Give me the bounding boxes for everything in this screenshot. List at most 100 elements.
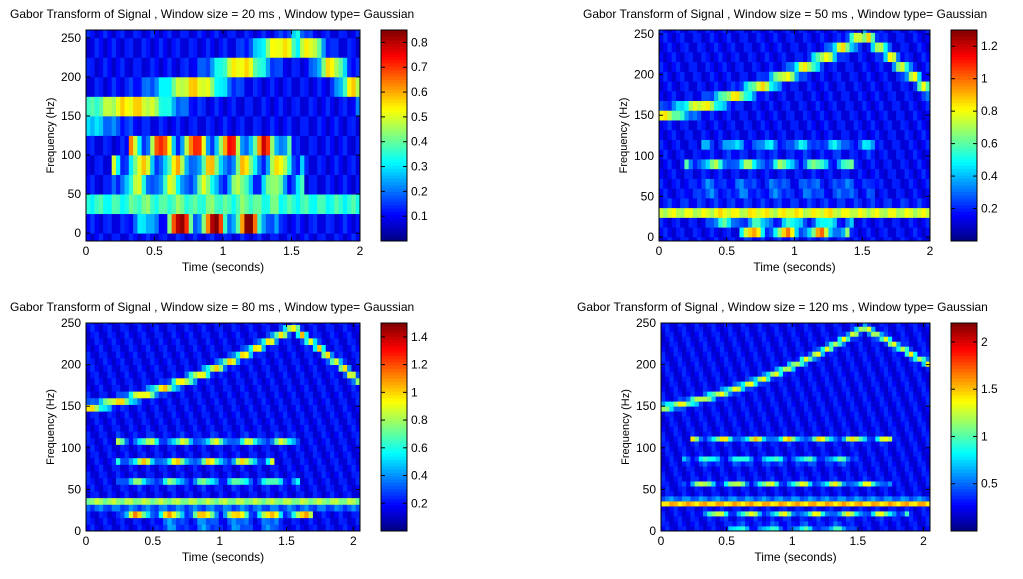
heatmap-cell — [309, 96, 314, 116]
heatmap-cell — [202, 418, 207, 425]
heatmap-cell — [86, 425, 91, 432]
heatmap-cell — [862, 130, 867, 140]
heatmap-cell — [778, 217, 783, 227]
heatmap-cell — [266, 378, 271, 385]
heatmap-cell — [266, 431, 271, 438]
heatmap-cell — [313, 331, 318, 338]
heatmap-cell — [701, 179, 706, 189]
heatmap-cell — [279, 405, 284, 412]
heatmap-cell — [266, 405, 271, 412]
heatmap-cell — [347, 96, 352, 116]
heatmap-cell — [761, 110, 766, 120]
heatmap-cell — [240, 331, 245, 338]
heatmap-cell — [125, 331, 130, 338]
heatmap-cell — [150, 484, 155, 491]
heatmap-cell — [778, 32, 783, 42]
heatmap-cell — [227, 136, 232, 156]
heatmap-cell — [786, 81, 791, 91]
heatmap-cell — [270, 77, 275, 97]
heatmap-cell — [888, 227, 893, 237]
colorbar-segment — [381, 525, 407, 529]
heatmap-cell — [146, 498, 151, 505]
heatmap-cell — [339, 365, 344, 372]
heatmap-cell — [875, 198, 880, 208]
heatmap-cell — [142, 38, 147, 58]
heatmap-cell — [206, 365, 211, 372]
heatmap-cell — [292, 365, 297, 372]
heatmap-cell — [292, 325, 297, 332]
heatmap-cell — [137, 175, 142, 195]
heatmap-cell — [189, 491, 194, 498]
heatmap-cell — [824, 217, 829, 227]
heatmap-cell — [112, 405, 117, 412]
heatmap-cell — [339, 77, 344, 97]
heatmap-cell — [133, 233, 138, 241]
heatmap-cell — [676, 71, 681, 81]
heatmap-cell — [206, 371, 211, 378]
heatmap-cell — [686, 486, 691, 491]
heatmap-cell — [172, 325, 177, 332]
heatmap-cell — [99, 484, 104, 491]
colorbar-segment — [381, 505, 407, 509]
heatmap-cell — [661, 461, 666, 466]
heatmap-cell — [137, 345, 142, 352]
heatmap-cell — [339, 233, 344, 241]
heatmap-cell — [86, 464, 91, 471]
heatmap-cell — [197, 57, 202, 77]
heatmap-cell — [706, 32, 711, 42]
heatmap-cell — [266, 358, 271, 365]
heatmap-cell — [137, 351, 142, 358]
heatmap-cell — [227, 57, 232, 77]
heatmap-cell — [761, 71, 766, 81]
heatmap-cell — [905, 101, 910, 111]
heatmap-cell — [922, 42, 927, 52]
heatmap-cell — [283, 175, 288, 195]
heatmap-cell — [343, 411, 348, 418]
heatmap-cell — [739, 42, 744, 52]
heatmap-cell — [116, 498, 121, 505]
heatmap-cell — [120, 57, 125, 77]
heatmap-cell — [714, 169, 719, 179]
heatmap-cell — [116, 351, 121, 358]
heatmap-cell — [334, 194, 339, 214]
heatmap-cell — [739, 140, 744, 150]
colorbar-segment — [951, 162, 977, 166]
heatmap-cell — [296, 391, 301, 398]
heatmap-cell — [270, 233, 275, 241]
heatmap-cell — [146, 30, 151, 38]
heatmap-cell — [90, 418, 95, 425]
heatmap-cell — [790, 81, 795, 91]
heatmap-cell — [917, 159, 922, 169]
heatmap-cell — [330, 504, 335, 511]
heatmap-cell — [871, 227, 876, 237]
heatmap-cell — [309, 345, 314, 352]
heatmap-cell — [155, 451, 160, 458]
heatmap-cell — [120, 391, 125, 398]
heatmap-cell — [761, 120, 766, 130]
heatmap-cell — [249, 458, 254, 465]
heatmap-cell — [669, 446, 674, 451]
heatmap-cell — [330, 38, 335, 58]
heatmap-cell — [756, 52, 761, 62]
heatmap-cell — [219, 504, 224, 511]
heatmap-cell — [309, 378, 314, 385]
heatmap-cell — [172, 464, 177, 471]
heatmap-cell — [786, 227, 791, 237]
heatmap-cell — [667, 71, 672, 81]
heatmap-cell — [240, 431, 245, 438]
heatmap-cell — [339, 458, 344, 465]
heatmap-cell — [790, 42, 795, 52]
heatmap-cell — [240, 365, 245, 372]
heatmap-cell — [99, 524, 104, 531]
heatmap-cell — [133, 478, 138, 485]
heatmap-cell — [892, 91, 897, 101]
heatmap-cell — [684, 227, 689, 237]
heatmap-cell — [678, 436, 683, 441]
heatmap-cell — [274, 57, 279, 77]
heatmap-cell — [875, 130, 880, 140]
heatmap-cell — [803, 91, 808, 101]
heatmap-cell — [739, 110, 744, 120]
heatmap-cell — [659, 120, 664, 130]
heatmap-cell — [300, 385, 305, 392]
heatmap-cell — [922, 169, 927, 179]
